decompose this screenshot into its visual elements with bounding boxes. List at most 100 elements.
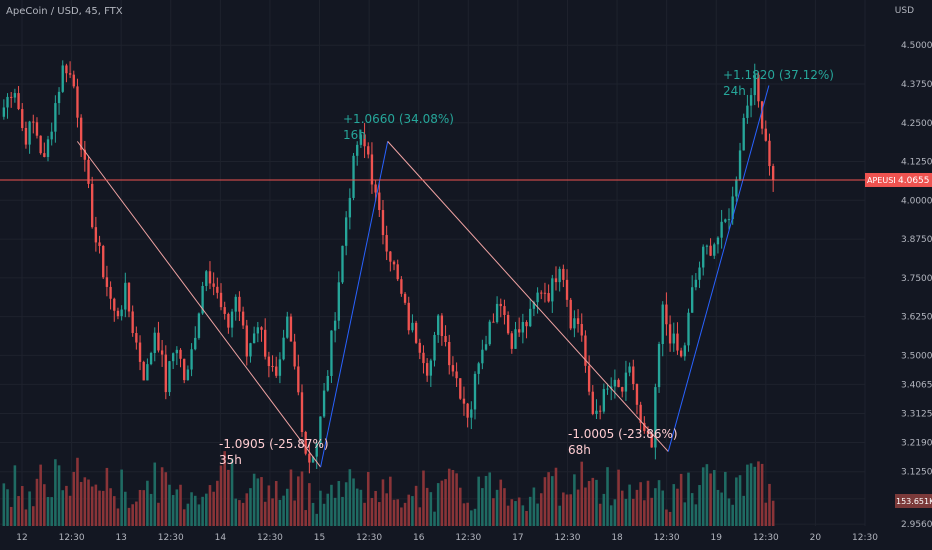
volume-bar <box>584 487 587 526</box>
candle <box>227 312 230 334</box>
volume-bar <box>569 494 572 526</box>
trend-rise-1[interactable] <box>320 141 389 468</box>
volume-bars <box>2 451 775 526</box>
candle-body <box>352 155 355 198</box>
candle <box>569 297 572 331</box>
volume-bar <box>436 483 440 526</box>
candle-body <box>595 410 598 415</box>
volume-bar <box>712 470 716 526</box>
candle-body <box>672 333 675 344</box>
candle-body <box>330 330 333 376</box>
candle <box>171 352 175 369</box>
candle <box>230 308 234 338</box>
candle-body <box>591 391 594 415</box>
volume-bar <box>433 511 436 526</box>
candle-body <box>536 292 539 303</box>
candle <box>212 272 215 296</box>
volume-bar <box>285 488 289 526</box>
candle-body <box>738 150 742 180</box>
candle <box>746 94 749 124</box>
volume-bar <box>263 501 267 526</box>
candle <box>21 103 24 132</box>
volume-bar <box>654 488 657 526</box>
candle <box>356 141 359 166</box>
volume-bar <box>639 482 642 526</box>
candle-body <box>186 369 190 381</box>
volume-bar <box>227 469 230 526</box>
candle-body <box>694 279 698 288</box>
candle-body <box>551 278 554 302</box>
y-tick-label: 3.3125 <box>901 410 932 420</box>
candle-body <box>65 65 68 74</box>
annotation-rise-2-change: +1.1820 (37.12%) <box>723 68 834 82</box>
candle-body <box>510 333 513 349</box>
candle-body <box>587 365 591 392</box>
volume-bar <box>98 490 101 526</box>
candle-body <box>308 453 311 463</box>
volume-bar <box>705 464 709 526</box>
candle <box>326 370 329 392</box>
volume-bar <box>90 486 94 526</box>
candle-body <box>79 117 83 150</box>
candle-body <box>639 404 642 423</box>
candle-body <box>407 302 410 331</box>
candle <box>160 339 164 367</box>
candle-body <box>179 349 182 359</box>
candle <box>757 71 760 108</box>
volume-bar <box>646 480 650 526</box>
candle-body <box>702 246 705 268</box>
candle-body <box>440 315 444 337</box>
volume-bar <box>742 495 746 526</box>
volume-bar <box>46 497 50 526</box>
volume-bar <box>499 479 503 526</box>
candle-body <box>400 279 403 294</box>
volume-bar <box>492 498 495 526</box>
volume-bar <box>539 493 543 526</box>
candle-body <box>175 349 179 354</box>
x-tick-label: 15 <box>314 533 325 543</box>
candle-body <box>764 128 767 141</box>
trend-drop-2[interactable] <box>387 141 669 452</box>
candle-body <box>584 335 587 366</box>
candle-body <box>116 310 120 317</box>
candle <box>341 245 344 284</box>
candle <box>297 354 300 396</box>
candle <box>57 87 61 115</box>
candle-body <box>297 366 300 393</box>
volume-bar <box>444 479 447 526</box>
volume-bar <box>551 476 554 526</box>
annotation-drop-1: -1.0905 (-25.87%) 35h <box>219 436 329 468</box>
volume-bar <box>219 465 223 526</box>
candle <box>83 140 86 172</box>
candle <box>179 348 182 368</box>
candle-body <box>43 153 46 157</box>
trend-drop-1[interactable] <box>76 141 322 468</box>
candle <box>753 63 756 106</box>
volume-bar <box>124 491 127 526</box>
volume-bar <box>223 451 226 526</box>
volume-bar <box>359 489 363 526</box>
candle <box>440 313 444 346</box>
candle-body <box>356 144 359 156</box>
candle-body <box>68 73 72 75</box>
candle <box>481 339 484 370</box>
volume-bar <box>709 473 712 526</box>
candle-body <box>470 409 473 418</box>
x-tick-label: 18 <box>611 533 623 543</box>
annotation-rise-1: +1.0660 (34.08%) 16h <box>343 111 454 143</box>
trend-rise-2[interactable] <box>667 85 770 452</box>
candle-body <box>598 410 602 412</box>
candle-body <box>275 366 278 376</box>
x-tick-label: 17 <box>512 533 523 543</box>
volume-bar <box>657 480 661 526</box>
y-tick-label: 2.9560 <box>901 520 932 530</box>
volume-bar <box>256 478 260 526</box>
volume-bar <box>753 466 757 526</box>
candle-body <box>35 122 39 136</box>
candle <box>389 250 392 272</box>
volume-bar <box>308 483 311 526</box>
candle <box>503 299 506 325</box>
candle <box>39 135 42 155</box>
annotation-rise-1-duration: 16h <box>343 128 366 142</box>
